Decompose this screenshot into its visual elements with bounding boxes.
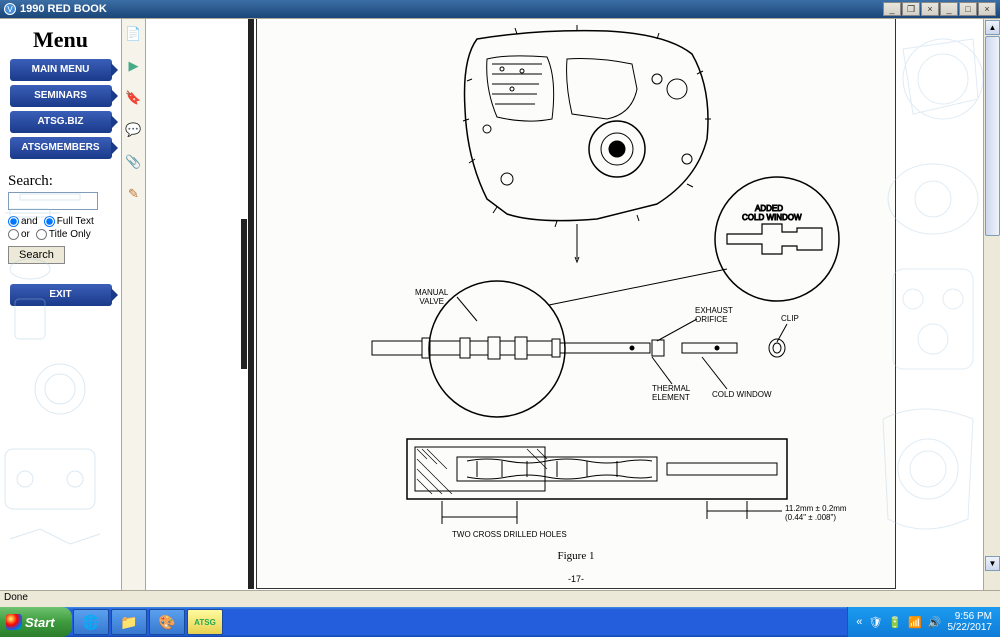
content-area: ADDED COLD WINDOW (146, 19, 1000, 590)
svg-text:COLD WINDOW: COLD WINDOW (742, 213, 802, 222)
edit-icon[interactable]: ✎ (125, 185, 143, 203)
exit-button[interactable]: EXIT (10, 284, 112, 306)
radio-or-label[interactable]: or (8, 229, 30, 240)
next-icon[interactable]: ▶ (125, 57, 143, 75)
task-ie[interactable]: 🌐 (73, 609, 109, 635)
task-paint[interactable]: 🎨 (149, 609, 185, 635)
start-button[interactable]: Start (0, 607, 72, 637)
close2-button[interactable]: × (978, 2, 996, 16)
radio-fulltext[interactable] (44, 216, 55, 227)
nav-main-menu[interactable]: MAIN MENU (10, 59, 112, 81)
radio-titleonly[interactable] (36, 229, 47, 240)
document-viewer[interactable]: ADDED COLD WINDOW (146, 19, 983, 590)
status-bar: Done (0, 590, 1000, 607)
note-icon[interactable]: 💬 (125, 121, 143, 139)
task-explorer[interactable]: 📁 (111, 609, 147, 635)
nav-atsgmembers[interactable]: ATSGMEMBERS (10, 137, 112, 159)
window-title: 1990 RED BOOK (20, 3, 883, 15)
nav-seminars[interactable]: SEMINARS (10, 85, 112, 107)
scroll-thumb[interactable] (985, 36, 1000, 236)
page-shadow (241, 219, 247, 369)
taskbar: Start 🌐 📁 🎨 ATSG « 🛡 🔋 📶 🔊 9:56 PM 5/22/… (0, 607, 1000, 637)
page-shadow (248, 19, 254, 589)
callout-manual-valve: MANUAL VALVE (415, 289, 448, 307)
tray-shield-icon[interactable]: 🛡 (868, 616, 882, 629)
callout-cold-window: COLD WINDOW (712, 391, 772, 400)
radio-and[interactable] (8, 216, 19, 227)
nav-atsg-biz[interactable]: ATSG.BIZ (10, 111, 112, 133)
bookmark-icon[interactable]: 🔖 (125, 89, 143, 107)
callout-two-holes: TWO CROSS DRILLED HOLES (452, 531, 567, 540)
figure-label: Figure 1 (558, 550, 595, 562)
status-text: Done (4, 592, 28, 603)
minimize2-button[interactable]: _ (940, 2, 958, 16)
search-label: Search: (8, 173, 117, 190)
window-controls: _ ❐ × _ □ × (883, 2, 996, 16)
windows-logo-icon (6, 614, 22, 630)
scroll-up-arrow[interactable]: ▲ (985, 20, 1000, 35)
callout-dimension: 11.2mm ± 0.2mm (0.44" ± .008") (785, 505, 847, 523)
clip-icon[interactable]: 📎 (125, 153, 143, 171)
tray-expand-icon[interactable]: « (856, 616, 862, 628)
radio-and-label[interactable]: and (8, 216, 38, 227)
main-area: Menu MAIN MENU SEMINARS ATSG.BIZ ATSGMEM… (0, 18, 1000, 590)
document-page: ADDED COLD WINDOW (256, 19, 896, 589)
tray-network-icon[interactable]: 📶 (908, 616, 922, 629)
sidebar: Menu MAIN MENU SEMINARS ATSG.BIZ ATSGMEM… (0, 19, 122, 590)
tool-iconstrip: 📄 ▶ 🔖 💬 📎 ✎ (122, 19, 146, 590)
search-button[interactable]: Search (8, 246, 65, 264)
page-number: -17- (568, 574, 584, 584)
tray-clock[interactable]: 9:56 PM 5/22/2017 (948, 611, 993, 633)
search-input[interactable] (8, 192, 98, 210)
vertical-scrollbar[interactable]: ▲ ▼ (983, 19, 1000, 590)
callout-added: ADDED (755, 204, 783, 213)
callout-exhaust: EXHAUST ORIFICE (695, 307, 733, 325)
radio-titleonly-label[interactable]: Title Only (36, 229, 91, 240)
maximize-button[interactable]: □ (959, 2, 977, 16)
app-icon: V (4, 3, 16, 15)
scroll-down-arrow[interactable]: ▼ (985, 556, 1000, 571)
system-tray: « 🛡 🔋 📶 🔊 9:56 PM 5/22/2017 (847, 607, 1000, 637)
document-icon[interactable]: 📄 (125, 25, 143, 43)
close-button[interactable]: × (921, 2, 939, 16)
window-titlebar: V 1990 RED BOOK _ ❐ × _ □ × (0, 0, 1000, 18)
radio-fulltext-label[interactable]: Full Text (44, 216, 94, 227)
restore-button[interactable]: ❐ (902, 2, 920, 16)
callout-clip: CLIP (781, 315, 799, 324)
callout-thermal: THERMAL ELEMENT (652, 385, 690, 403)
tray-volume-icon[interactable]: 🔊 (928, 616, 942, 629)
menu-title: Menu (4, 27, 117, 53)
tray-battery-icon[interactable]: 🔋 (888, 616, 902, 629)
task-app[interactable]: ATSG (187, 609, 223, 635)
minimize-button[interactable]: _ (883, 2, 901, 16)
radio-or[interactable] (8, 229, 19, 240)
